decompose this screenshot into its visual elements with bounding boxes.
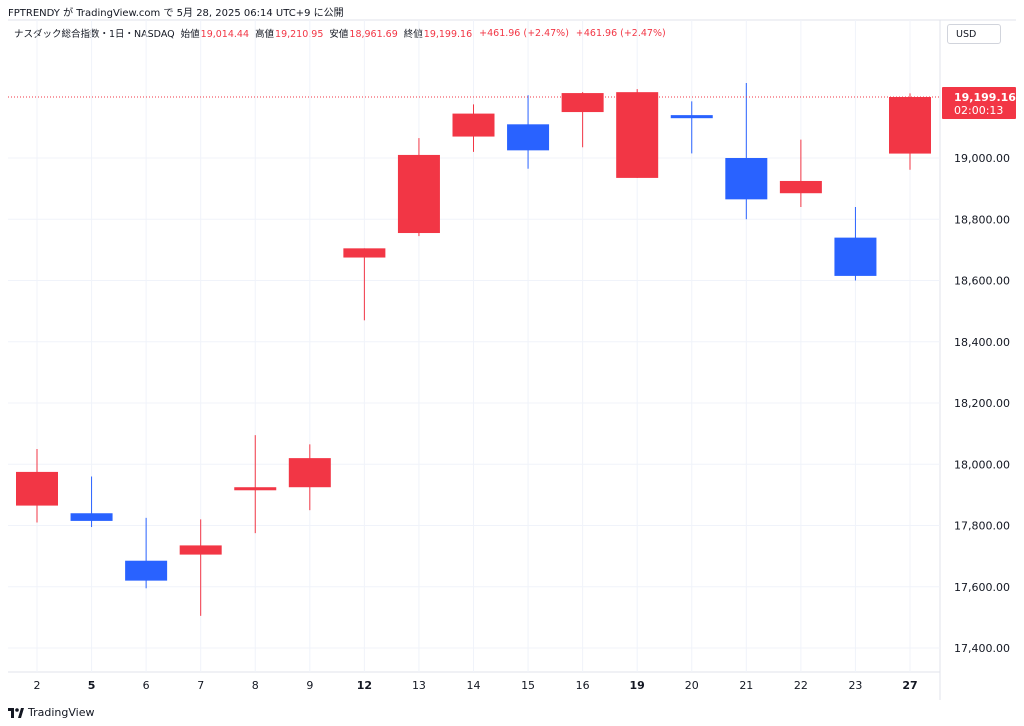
x-tick-label: 13 [412,679,426,692]
x-tick-label: 2 [34,679,41,692]
legend-low-value: 18,961.69 [349,29,398,40]
candle-body [70,513,113,521]
candle-body [616,92,659,178]
y-tick-label: 18,000.00 [954,458,1010,471]
x-tick-label: 12 [357,679,372,692]
y-tick-label: 17,400.00 [954,642,1010,655]
candlestick-chart[interactable]: 17,400.00 17,600.00 17,800.00 18,000.00 18,2… [0,0,1024,700]
x-tick-label: 9 [306,679,313,692]
tradingview-logo[interactable]: TradingView [8,706,94,719]
candle-body [288,458,331,488]
legend-high-value: 19,210.95 [275,29,324,40]
legend-low-label: 安値 [329,29,349,40]
x-tick-label: 16 [576,679,590,692]
grid-lines [8,19,1016,700]
legend-high-label: 高値 [255,29,275,40]
candles [16,82,931,616]
currency-selector[interactable]: USD [947,24,1001,44]
candle-body [234,487,277,491]
y-tick-label: 17,600.00 [954,581,1010,594]
time-axis[interactable]: 2 5 6 7 8 9 12 13 14 15 16 19 20 21 22 23 27 [34,679,918,692]
legend-change-percent: +461.96 (+2.47%) [575,27,666,39]
candle-body [16,471,58,506]
candle-body [179,545,222,555]
tradingview-logo-icon [8,707,24,718]
y-tick-label: 18,400.00 [954,336,1010,349]
x-tick-label: 15 [521,679,535,692]
x-tick-label: 6 [143,679,150,692]
candle-body [779,180,822,194]
legend-open-label: 始値 [180,29,200,40]
last-price-badge-bg [942,87,1016,120]
candle-body [670,115,713,119]
candle-body [452,113,495,137]
candle-body [889,97,931,154]
last-price-value: 19,199.16 [954,91,1016,104]
y-tick-label: 18,600.00 [954,275,1010,288]
x-tick-label: 27 [902,679,917,692]
legend-open-value: 19,014.44 [200,29,250,40]
y-tick-label: 17,800.00 [954,520,1010,533]
x-tick-label: 21 [739,679,753,692]
chart-legend: ナスダック総合指数・1日・NASDAQ 始値19,014.44 高値19,210… [14,26,666,41]
x-tick-label: 8 [252,679,259,692]
legend-change: +461.96 (+2.47%) [479,27,569,39]
candle-body [125,560,168,581]
legend-close-value: 19,199.16 [423,29,473,40]
countdown-timer: 02:00:13 [954,104,1003,117]
candle-body [834,237,877,276]
price-axis[interactable]: 17,400.00 17,600.00 17,800.00 18,000.00 18,2… [954,152,1010,655]
candle-body [397,154,440,234]
x-tick-label: 23 [848,679,862,692]
candle-body [343,248,386,258]
x-tick-label: 19 [630,679,645,692]
candle-body [507,124,550,151]
tradingview-brand: TradingView [28,706,95,719]
y-tick-label: 18,800.00 [954,213,1010,226]
y-tick-label: 19,000.00 [954,152,1010,165]
x-tick-label: 22 [794,679,808,692]
x-tick-label: 5 [88,679,96,692]
legend-close-label: 終値 [403,29,423,40]
legend-symbol[interactable]: ナスダック総合指数・1日・NASDAQ [14,29,175,40]
x-tick-label: 14 [467,679,481,692]
publish-line: FPTRENDY が TradingView.com で 5月 28, 2025… [8,8,344,19]
y-tick-label: 18,200.00 [954,397,1010,410]
x-tick-label: 20 [685,679,699,692]
candle-body [725,158,768,200]
x-tick-label: 7 [197,679,204,692]
candle-body [561,93,604,113]
